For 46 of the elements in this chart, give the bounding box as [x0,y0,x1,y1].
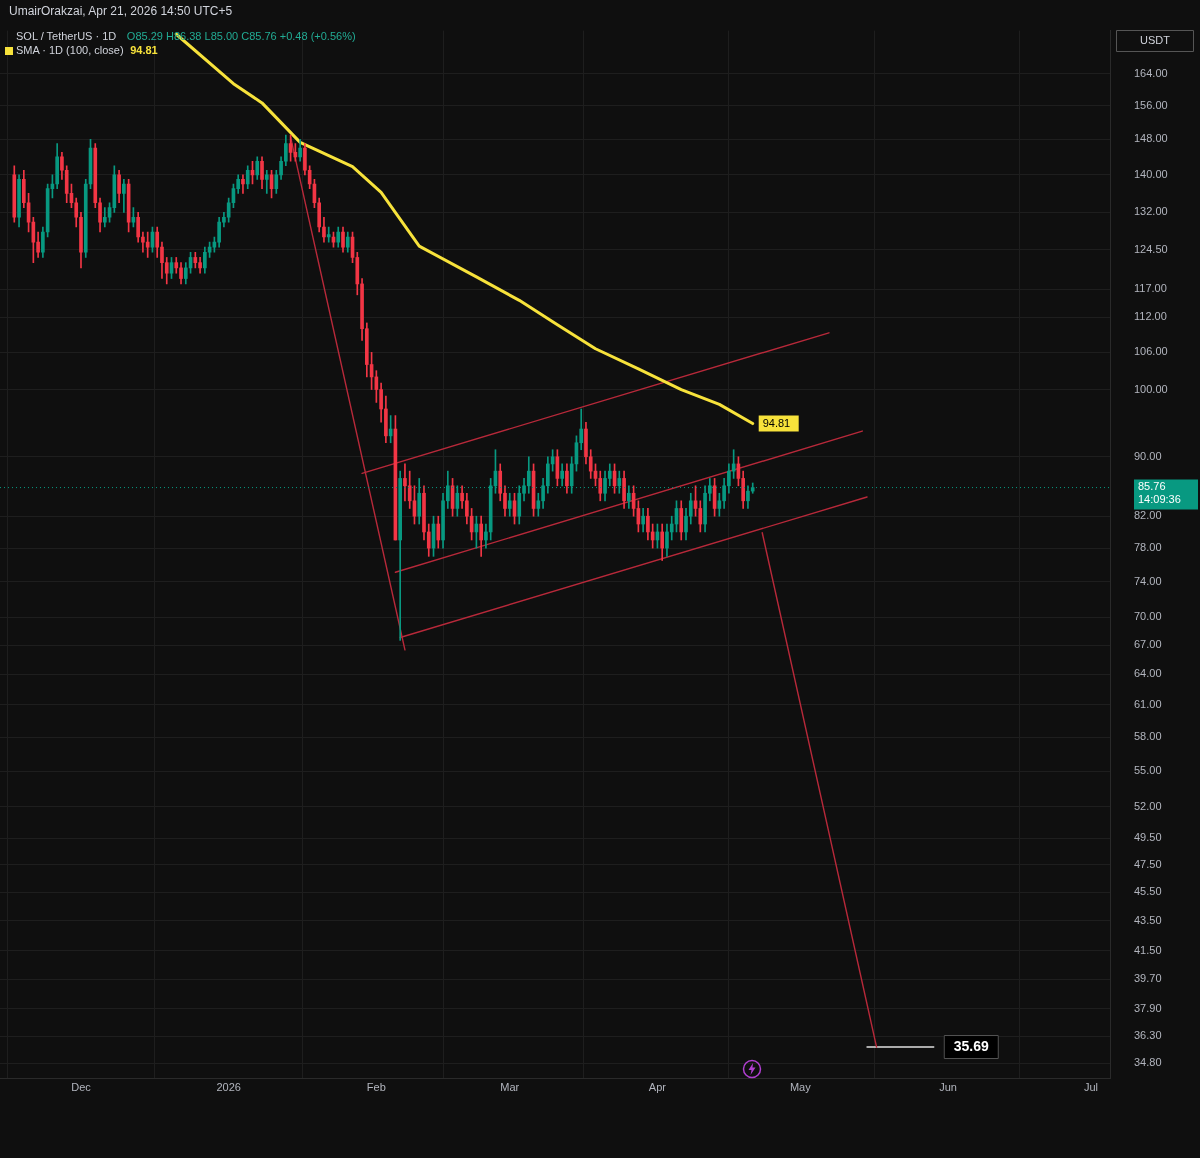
y-tick-label: 61.00 [1134,698,1162,711]
data-label: 94.81 [762,416,791,429]
legend-label: SMA · 1D (100, close) [16,44,124,57]
y-tick-label: 156.00 [1134,98,1168,111]
y-tick-label: 37.90 [1134,1001,1162,1014]
x-tick-label: 2026 [216,1080,241,1093]
y-tick-label: 100.00 [1134,382,1168,395]
y-tick-label: 45.50 [1134,885,1162,898]
y-tick-label: 164.00 [1134,66,1168,79]
y-tick-label: 52.00 [1134,799,1162,812]
y-tick-label: 140.00 [1134,167,1168,180]
x-tick-label: May [789,1080,812,1093]
y-tick-label: 148.00 [1134,132,1168,145]
text: UmairOrakzai, Apr 21, 2026 14:50 UTC+5 [9,4,233,19]
y-tick-label: 43.50 [1134,913,1162,926]
y-tick-label: 67.00 [1134,638,1162,651]
y-tick-label: 49.50 [1134,831,1162,844]
annotation: 35.69 [953,1037,989,1054]
y-tick-label: 55.00 [1134,764,1162,777]
x-tick-label: Apr [648,1080,667,1093]
x-tick-label: Mar [500,1080,520,1093]
ref-line-label: 85.76 14:09:36 [1138,480,1181,506]
text: 94.81 [130,44,158,57]
y-tick-label: 112.00 [1134,310,1167,323]
y-tick-label: 90.00 [1134,449,1162,462]
y-tick-label: 117.00 [1134,282,1167,295]
y-tick-label: 74.00 [1134,574,1162,587]
y-tick-label: 58.00 [1134,730,1162,743]
x-tick-label: Jul [1083,1080,1098,1093]
y-tick-label: 106.00 [1134,345,1168,358]
y-tick-label: 64.00 [1134,667,1162,680]
y-tick-label: 34.80 [1134,1056,1162,1069]
y-tick-label: 36.30 [1134,1029,1162,1042]
y-tick-label: 78.00 [1134,541,1162,554]
y-tick-label: 132.00 [1134,205,1168,218]
y-tick-label: 70.00 [1134,610,1162,623]
y-tick-label: 82.00 [1134,509,1162,522]
y-tick-label: 47.50 [1134,857,1162,870]
y-tick-label: 124.50 [1134,242,1168,255]
x-tick-label: Feb [366,1080,386,1093]
x-tick-label: Jun [939,1080,957,1093]
chart-title: SOL / TetherUS · 1D [16,30,117,43]
y-axis-title: USDT [1140,34,1171,47]
x-tick-label: Dec [71,1080,92,1093]
y-tick-label: 41.50 [1134,943,1162,956]
y-tick-label: 39.70 [1134,972,1162,985]
